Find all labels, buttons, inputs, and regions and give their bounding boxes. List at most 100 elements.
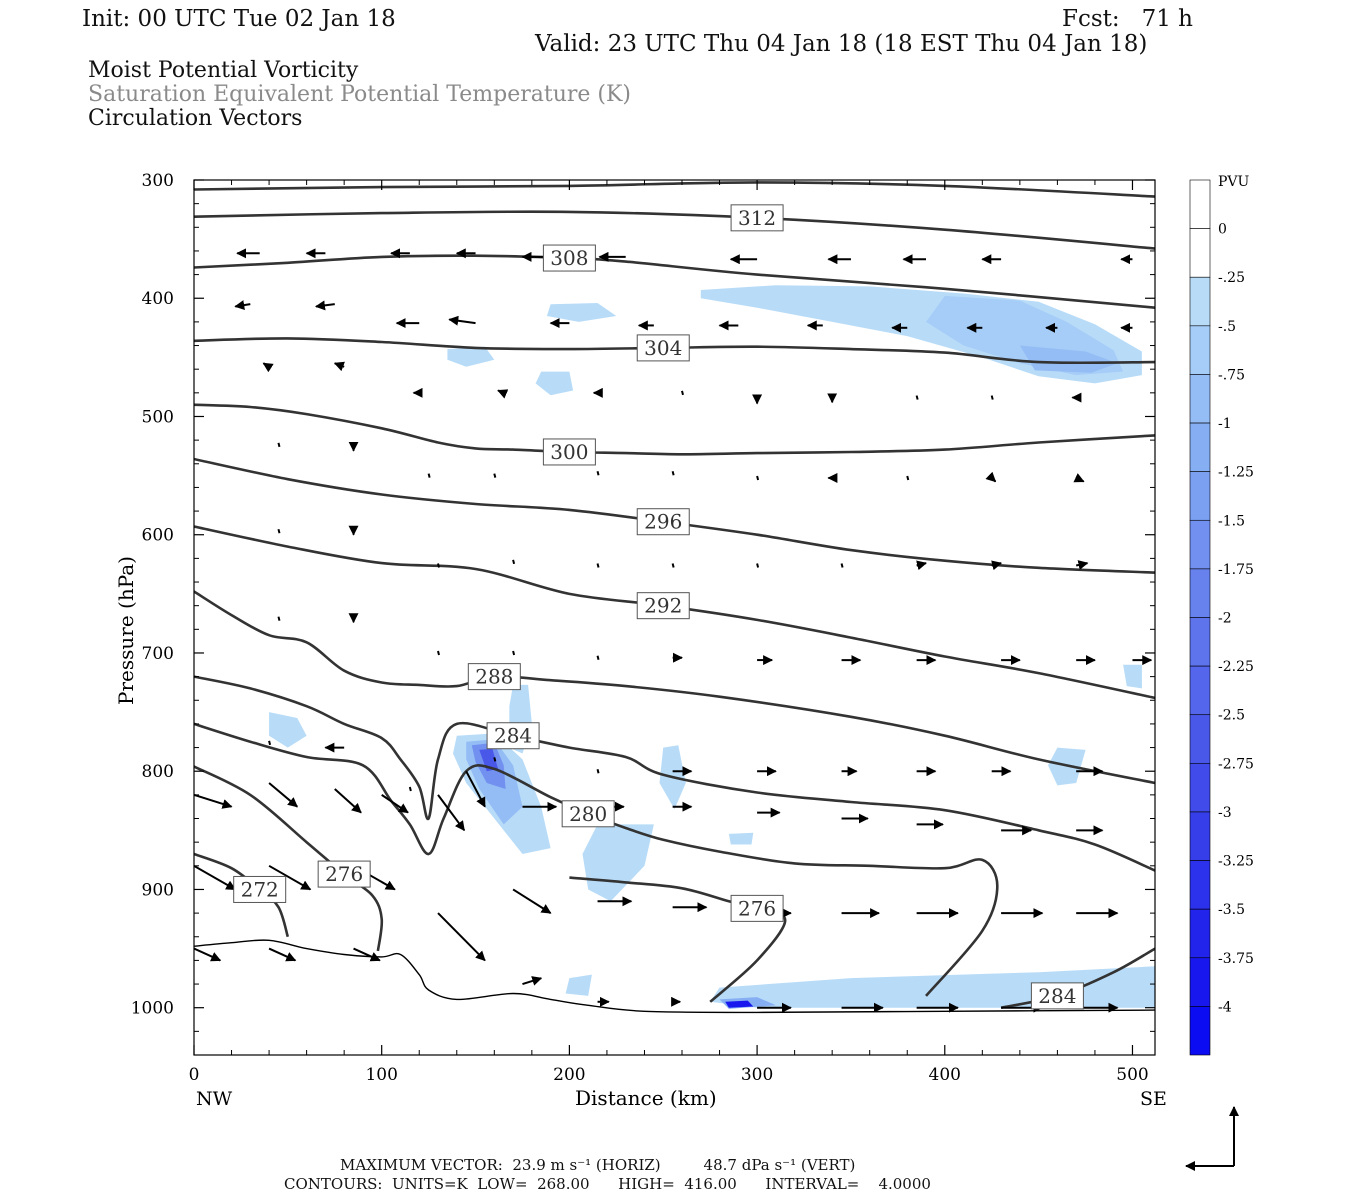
colorbar-label: -3.25 (1218, 854, 1254, 870)
contour-label: 292 (644, 594, 682, 618)
contour-line (194, 403, 1155, 456)
pv-region (1019, 345, 1118, 373)
colorbar-label: -4 (1218, 999, 1232, 1015)
vector-arrow (493, 473, 497, 478)
vector-arrow (437, 912, 486, 962)
vector-arrow (840, 563, 844, 568)
contour-label: 300 (550, 440, 588, 464)
pv-region (1123, 664, 1142, 689)
vector-arrow (465, 770, 486, 808)
vector-arrow (596, 768, 600, 774)
colorbar-units: PVU (1218, 174, 1250, 190)
vector-arrow (512, 888, 552, 914)
contour-label: 284 (1038, 984, 1076, 1008)
vector-arrow (277, 528, 281, 534)
y-tick-label: 1000 (131, 999, 174, 1019)
colorbar-block (1189, 471, 1211, 521)
init-time: Init: 00 UTC Tue 02 Jan 18 (82, 6, 396, 32)
contour-label-box (730, 894, 784, 922)
colorbar-block (1189, 374, 1211, 424)
contour-label-box (730, 204, 784, 232)
pv-region (728, 832, 754, 845)
contour-label-box (561, 800, 615, 828)
contour-line (194, 765, 384, 952)
contour-label: 296 (644, 510, 682, 534)
vector-arrow (756, 475, 760, 481)
vector-arrow (268, 782, 298, 808)
vector-arrow (512, 650, 516, 656)
contour-label: 276 (738, 896, 776, 920)
contour-label: 304 (644, 336, 682, 360)
vector-arrow (268, 947, 297, 962)
colorbar-block (1189, 568, 1211, 618)
plot-frame (193, 179, 1156, 1056)
colorbar-block (1189, 325, 1211, 375)
colorbar-label: -2 (1218, 611, 1232, 627)
y-tick-label: 600 (142, 526, 174, 546)
contour-line (194, 210, 1155, 250)
colorbar-block (1189, 617, 1211, 667)
pv-colorbar: 0 -.25 -.5 -.75 -1 -1.25 -1.5 -1.75 -2 -2.25 -2.5 -… (1189, 179, 1254, 1056)
pv-region (565, 974, 592, 996)
x-endpoint-right: SE (1140, 1088, 1167, 1110)
colorbar-block (1189, 228, 1211, 278)
colorbar-label: -1.25 (1218, 465, 1254, 481)
x-tick-label: 0 (189, 1065, 200, 1085)
x-axis-label: Distance (km) (575, 1086, 717, 1110)
pv-region (269, 712, 307, 748)
y-axis-label: Pressure (hPa) (114, 556, 138, 705)
colorbar-label: -1.5 (1218, 513, 1245, 529)
vector-arrow (522, 976, 543, 986)
colorbar-block (1189, 179, 1211, 229)
vector-arrow (277, 442, 281, 448)
pv-region (582, 824, 654, 902)
y-tick-label: 300 (142, 171, 174, 191)
colorbar-label: -3.75 (1218, 951, 1254, 967)
vector-arrow (906, 475, 910, 481)
contours-note: CONTOURS: UNITS=K LOW= 268.00 HIGH= 416.… (284, 1175, 931, 1193)
x-tick-label: 400 (929, 1065, 961, 1085)
colorbar-block (1189, 763, 1211, 813)
colorbar-label: -1.75 (1218, 562, 1254, 578)
vector-arrow (334, 788, 362, 814)
vector-arrow (1073, 473, 1085, 483)
vector-arrow (427, 473, 431, 478)
y-tick-label: 500 (142, 407, 174, 427)
colorbar-label: -2.5 (1218, 708, 1245, 724)
colorbar-block (1189, 276, 1211, 327)
vector-arrow (408, 786, 412, 792)
colorbar-label: -2.25 (1218, 659, 1254, 675)
colorbar-label: 0 (1218, 222, 1227, 238)
vector-arrow (596, 471, 600, 476)
colorbar-block (1189, 908, 1211, 959)
contour-label-box (542, 244, 596, 272)
vector-arrow (493, 757, 497, 762)
colorbar-label: -2.75 (1218, 756, 1254, 772)
max-vector-note: MAXIMUM VECTOR: 23.9 m s⁻¹ (HORIZ) 48.7 … (340, 1156, 856, 1174)
vector-arrow (353, 947, 381, 962)
contour-label-box (542, 438, 596, 466)
colorbar-label: -.75 (1218, 367, 1245, 383)
vector-arrow (277, 616, 281, 621)
vector-arrow (194, 864, 237, 891)
title-vectors: Circulation Vectors (88, 106, 303, 131)
colorbar-block (1189, 811, 1211, 861)
vector-arrow (671, 471, 675, 476)
y-tick-label: 400 (142, 289, 174, 309)
vector-arrow (915, 395, 919, 400)
axes: 0 100 200 300 400 500 300 400 500 600 700 800 900 100… (131, 171, 1155, 1085)
contour-label-box (636, 592, 690, 620)
contour-labels: 312 308 304 300 296 292 288 284 280 276 272 276 284 (233, 204, 1084, 1010)
contour-label: 272 (241, 877, 279, 901)
y-tick-label: 700 (142, 644, 174, 664)
reference-vector-icon (1185, 1106, 1239, 1171)
vector-arrow (681, 390, 684, 396)
vector-arrow (497, 389, 509, 399)
pv-region (479, 748, 499, 772)
y-tick-label: 800 (142, 762, 174, 782)
colorbar-block (1189, 860, 1211, 910)
contour-label-box (486, 722, 540, 750)
colorbar-label: -3.5 (1218, 902, 1245, 918)
vector-arrow (991, 560, 1003, 571)
